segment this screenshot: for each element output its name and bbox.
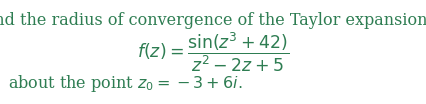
- Text: $f(z) = \dfrac{\sin(z^3 + 42)}{z^2 - 2z + 5}$: $f(z) = \dfrac{\sin(z^3 + 42)}{z^2 - 2z …: [137, 30, 289, 74]
- Text: about the point $z_0 = -3 + 6i.$: about the point $z_0 = -3 + 6i.$: [8, 73, 242, 94]
- Text: Find the radius of convergence of the Taylor expansion of: Find the radius of convergence of the Ta…: [0, 12, 426, 29]
